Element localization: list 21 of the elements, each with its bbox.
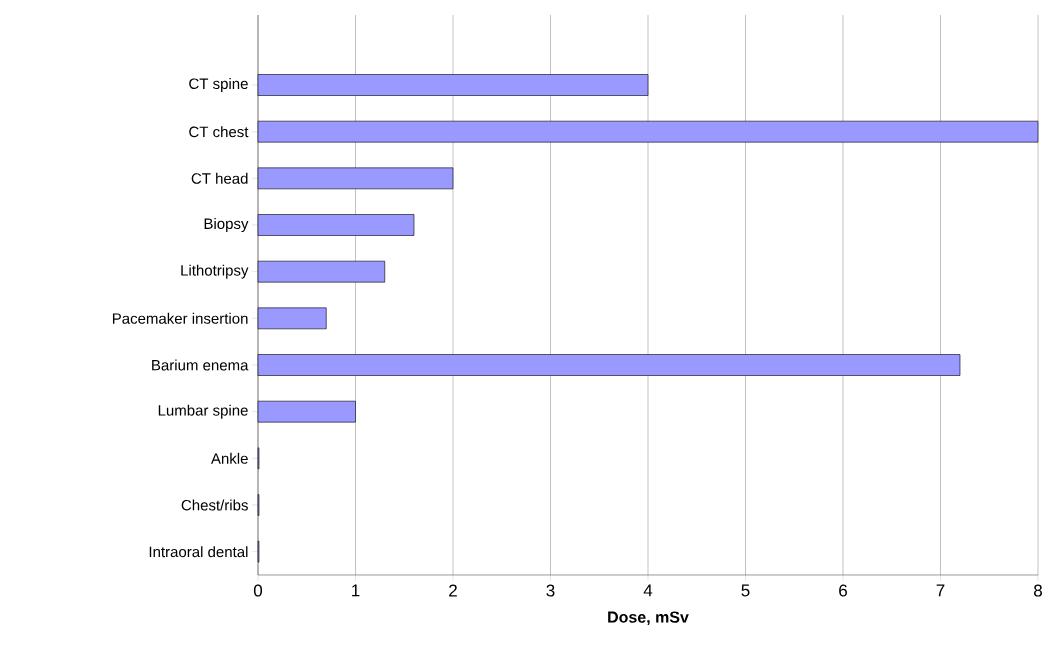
y-tick-label: Pacemaker insertion [112,312,248,324]
x-tick-label: 4 [643,584,653,597]
y-tick-label: Barium enema [152,359,249,371]
y-tick-label: Lithotripsy [181,264,249,279]
x-tick-label: 0 [253,584,263,597]
y-tick-label: CT head [191,172,248,184]
x-tick-label: 2 [449,584,457,597]
x-tick-label: 3 [546,584,555,597]
y-tick-label: Ankle [210,452,248,464]
x-tick-label: 7 [936,584,945,597]
x-axis-title: Dose, mSv [608,611,689,626]
y-tick-label: CT spine [189,78,248,92]
x-tick-label: 1 [352,584,360,597]
x-tick-label: 6 [839,584,847,597]
y-tick-label: Biopsy [204,218,249,232]
x-tick-label: 8 [1034,584,1042,597]
y-tick-label: Intraoral dental [149,546,248,558]
y-tick-label: Lumbar spine [158,404,248,419]
y-tick-label: Chest/ribs [181,499,248,511]
x-tick-label: 5 [741,584,750,597]
y-tick-label: CT chest [189,126,249,138]
